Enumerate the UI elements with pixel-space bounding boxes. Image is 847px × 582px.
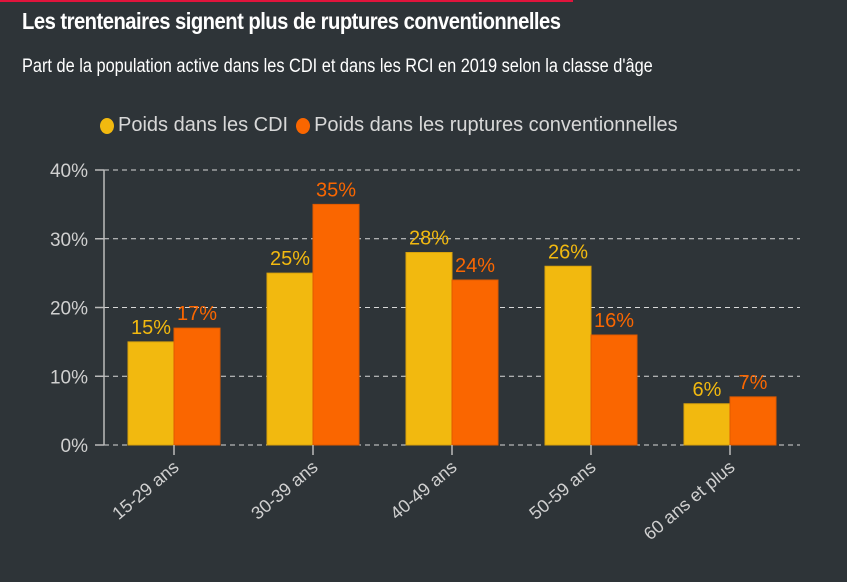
data-label-rci: 16%	[594, 310, 634, 332]
bar-cdi	[266, 272, 314, 446]
bar-cdi	[405, 252, 453, 446]
y-tick-label: 40%	[50, 161, 88, 182]
y-tick-label: 30%	[50, 230, 88, 251]
chart-title: Les trentenaires signent plus de rupture…	[22, 8, 561, 34]
data-label-cdi: 6%	[693, 379, 722, 401]
x-tick-label: 60 ans et plus	[640, 457, 739, 544]
legend-item-cdi[interactable]: Poids dans les CDI	[100, 114, 288, 137]
bar-rci	[312, 203, 360, 446]
chart-subtitle: Part de la population active dans les CD…	[22, 56, 653, 77]
legend-item-rci[interactable]: Poids dans les ruptures conventionnelles	[296, 114, 678, 137]
x-tick-label: 40-49 ans	[386, 457, 460, 524]
accent-bar	[0, 0, 573, 2]
x-tick-label: 30-39 ans	[247, 457, 321, 524]
data-label-rci: 17%	[177, 303, 217, 325]
legend-dot-rci-icon	[296, 117, 311, 134]
y-tick-label: 20%	[50, 299, 88, 320]
bar-rci	[173, 327, 221, 446]
y-tick-label: 0%	[61, 436, 89, 457]
data-label-rci: 35%	[316, 179, 356, 201]
bar-rci	[729, 396, 777, 446]
bar-rci	[451, 279, 499, 446]
legend: Poids dans les CDI Poids dans les ruptur…	[100, 114, 686, 137]
y-tick-label: 10%	[50, 367, 88, 388]
data-label-rci: 24%	[455, 255, 495, 277]
bar-cdi	[683, 403, 731, 446]
x-tick-label: 50-59 ans	[525, 457, 599, 524]
data-label-cdi: 15%	[131, 317, 171, 339]
bar-cdi	[544, 265, 592, 446]
legend-label-cdi: Poids dans les CDI	[118, 114, 289, 136]
x-tick-label: 15-29 ans	[108, 457, 182, 524]
bar-cdi	[127, 341, 175, 446]
data-label-cdi: 26%	[548, 241, 588, 263]
legend-dot-cdi-icon	[100, 117, 114, 134]
data-label-cdi: 28%	[409, 228, 449, 250]
data-label-rci: 7%	[739, 372, 768, 394]
bar-rci	[590, 334, 638, 446]
legend-label-rci: Poids dans les ruptures conventionnelles	[314, 114, 678, 136]
data-label-cdi: 25%	[270, 248, 310, 270]
